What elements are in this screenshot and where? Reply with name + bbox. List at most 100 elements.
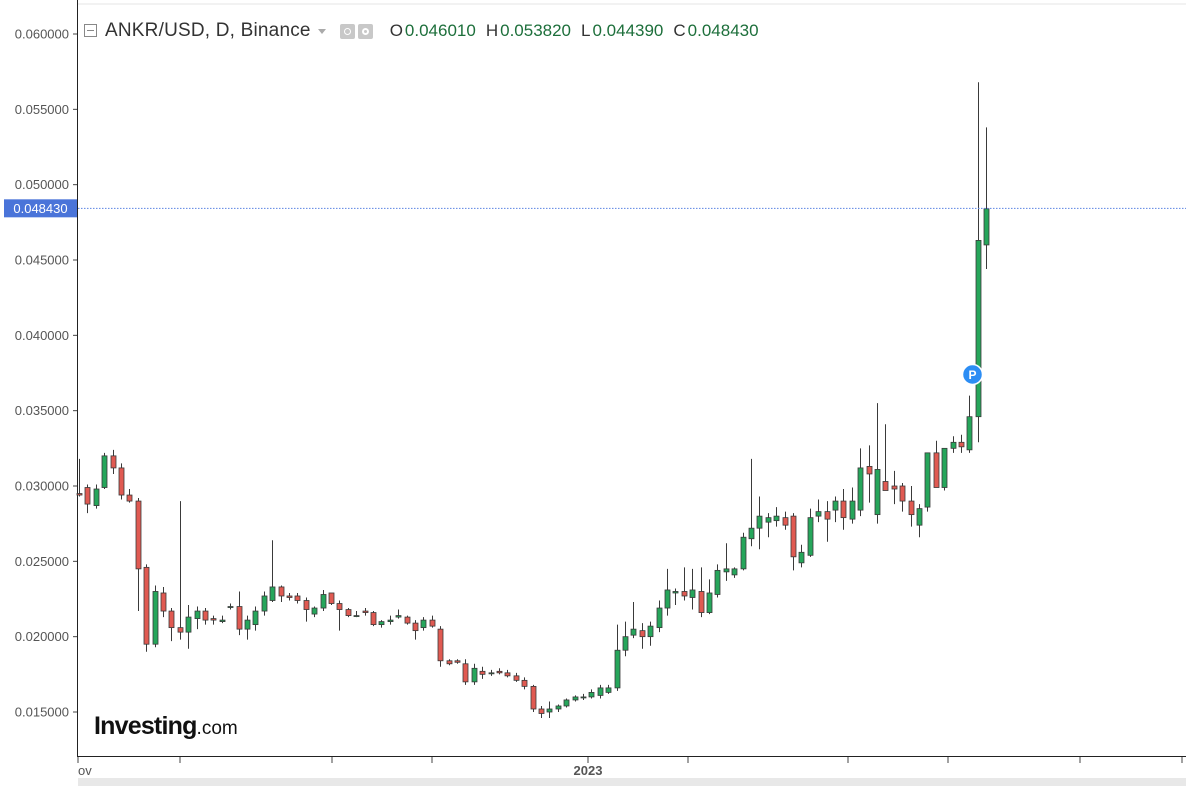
candle[interactable]: [815, 499, 822, 523]
candle[interactable]: [210, 615, 217, 625]
candle[interactable]: [563, 698, 570, 708]
candle[interactable]: [941, 447, 948, 491]
candle[interactable]: [630, 602, 637, 639]
candle[interactable]: [370, 611, 377, 627]
time-scroll-bar[interactable]: [78, 778, 1186, 786]
candle[interactable]: [597, 684, 604, 699]
candle[interactable]: [966, 395, 973, 453]
candle[interactable]: [698, 567, 705, 618]
candle[interactable]: [546, 701, 553, 719]
candle[interactable]: [647, 621, 654, 646]
candle[interactable]: [555, 704, 562, 712]
candle[interactable]: [185, 605, 192, 649]
candle[interactable]: [345, 608, 352, 618]
candle[interactable]: [790, 513, 797, 571]
candle[interactable]: [202, 608, 209, 625]
candle[interactable]: [429, 615, 436, 628]
candle[interactable]: [152, 585, 159, 648]
candle[interactable]: [353, 611, 360, 618]
candle[interactable]: [714, 564, 721, 598]
candle[interactable]: [110, 449, 117, 474]
candle[interactable]: [303, 597, 310, 622]
candle[interactable]: [177, 501, 184, 640]
candle[interactable]: [404, 615, 411, 625]
candle[interactable]: [958, 434, 965, 453]
candle[interactable]: [588, 689, 595, 699]
candle[interactable]: [832, 496, 839, 523]
candle[interactable]: [723, 543, 730, 581]
candle[interactable]: [622, 621, 629, 657]
candle[interactable]: [378, 620, 385, 628]
candle[interactable]: [194, 606, 201, 630]
candle[interactable]: [672, 588, 679, 606]
candle[interactable]: [950, 436, 957, 453]
candle[interactable]: [84, 484, 91, 514]
candle[interactable]: [521, 677, 528, 690]
candle[interactable]: [471, 663, 478, 685]
candle[interactable]: [580, 693, 587, 700]
candle[interactable]: [269, 540, 276, 603]
candle[interactable]: [740, 532, 747, 571]
candle[interactable]: [840, 489, 847, 530]
candle[interactable]: [756, 496, 763, 550]
candle[interactable]: [278, 585, 285, 603]
candle[interactable]: [874, 403, 881, 524]
candle[interactable]: [446, 659, 453, 666]
candle[interactable]: [336, 600, 343, 631]
candle[interactable]: [614, 624, 621, 691]
candle[interactable]: [496, 668, 503, 675]
candle[interactable]: [639, 623, 646, 649]
candle[interactable]: [891, 470, 898, 505]
candle[interactable]: [924, 452, 931, 512]
gear-icon[interactable]: [357, 23, 373, 39]
candle[interactable]: [118, 463, 125, 500]
candle[interactable]: [362, 608, 369, 616]
candle[interactable]: [311, 606, 318, 618]
candle[interactable]: [135, 498, 142, 612]
candle[interactable]: [454, 659, 461, 664]
candle[interactable]: [412, 620, 419, 640]
candle[interactable]: [824, 501, 831, 542]
candle[interactable]: [765, 513, 772, 538]
candle[interactable]: [681, 567, 688, 601]
candle[interactable]: [798, 544, 805, 568]
candle[interactable]: [261, 591, 268, 616]
candle[interactable]: [849, 487, 856, 524]
candle[interactable]: [530, 684, 537, 712]
symbol-title[interactable]: ANKR/USD, D, Binance: [105, 20, 311, 41]
candle[interactable]: [143, 564, 150, 652]
candle[interactable]: [437, 626, 444, 667]
eye-icon[interactable]: [339, 23, 355, 39]
candle[interactable]: [538, 705, 545, 719]
candle[interactable]: [462, 659, 469, 685]
candle[interactable]: [387, 615, 394, 625]
candle[interactable]: [782, 511, 789, 530]
candle[interactable]: [748, 458, 755, 547]
candle[interactable]: [252, 606, 259, 631]
caret-down-icon[interactable]: [317, 28, 326, 34]
candle[interactable]: [983, 127, 990, 270]
candle[interactable]: [286, 592, 293, 601]
candle[interactable]: [882, 424, 889, 491]
candle[interactable]: [656, 600, 663, 633]
candle[interactable]: [294, 592, 301, 604]
candle[interactable]: [731, 567, 738, 578]
event-marker-icon[interactable]: [961, 363, 984, 386]
candle[interactable]: [908, 486, 915, 527]
candle[interactable]: [605, 684, 612, 694]
candle[interactable]: [395, 609, 402, 619]
candle[interactable]: [706, 579, 713, 615]
candle[interactable]: [93, 484, 100, 509]
candle[interactable]: [236, 591, 243, 636]
candle[interactable]: [244, 615, 251, 640]
candle[interactable]: [807, 508, 814, 557]
candle[interactable]: [168, 608, 175, 642]
candle[interactable]: [504, 669, 511, 678]
candle[interactable]: [689, 568, 696, 610]
candle[interactable]: [101, 452, 108, 490]
candle[interactable]: [866, 445, 873, 503]
candle[interactable]: [227, 603, 234, 610]
candle[interactable]: [916, 504, 923, 538]
candle[interactable]: [664, 568, 671, 616]
candle[interactable]: [320, 589, 327, 612]
